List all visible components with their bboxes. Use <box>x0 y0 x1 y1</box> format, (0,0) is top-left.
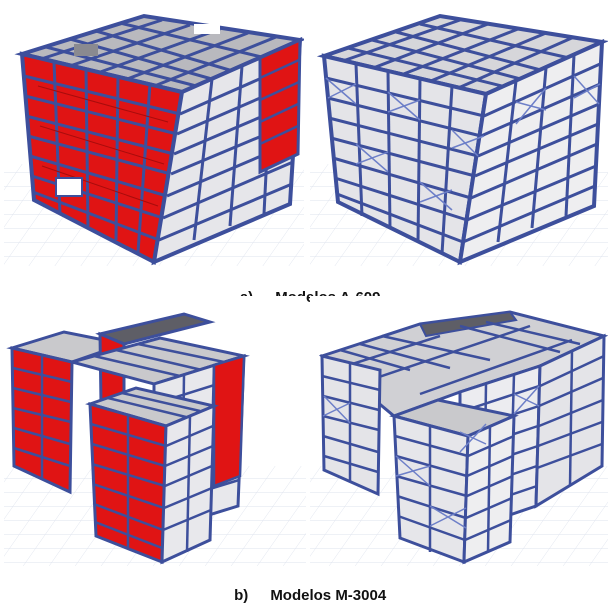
caption-b-text: Modelos M-3004 <box>270 587 387 604</box>
model-m3004-frame-only <box>310 296 608 566</box>
building-model-frame-icon <box>310 310 608 566</box>
building-model-walls-icon <box>4 13 304 266</box>
building-model-walls-icon <box>4 312 306 566</box>
caption-b-letter: b) <box>234 587 249 604</box>
model-m3004-with-walls <box>4 296 306 566</box>
model-a609-with-walls <box>4 4 304 266</box>
model-a609-frame-only <box>310 4 608 266</box>
building-model-frame-icon <box>310 13 608 266</box>
caption-b: b) Modelos M-3004 <box>0 570 612 604</box>
